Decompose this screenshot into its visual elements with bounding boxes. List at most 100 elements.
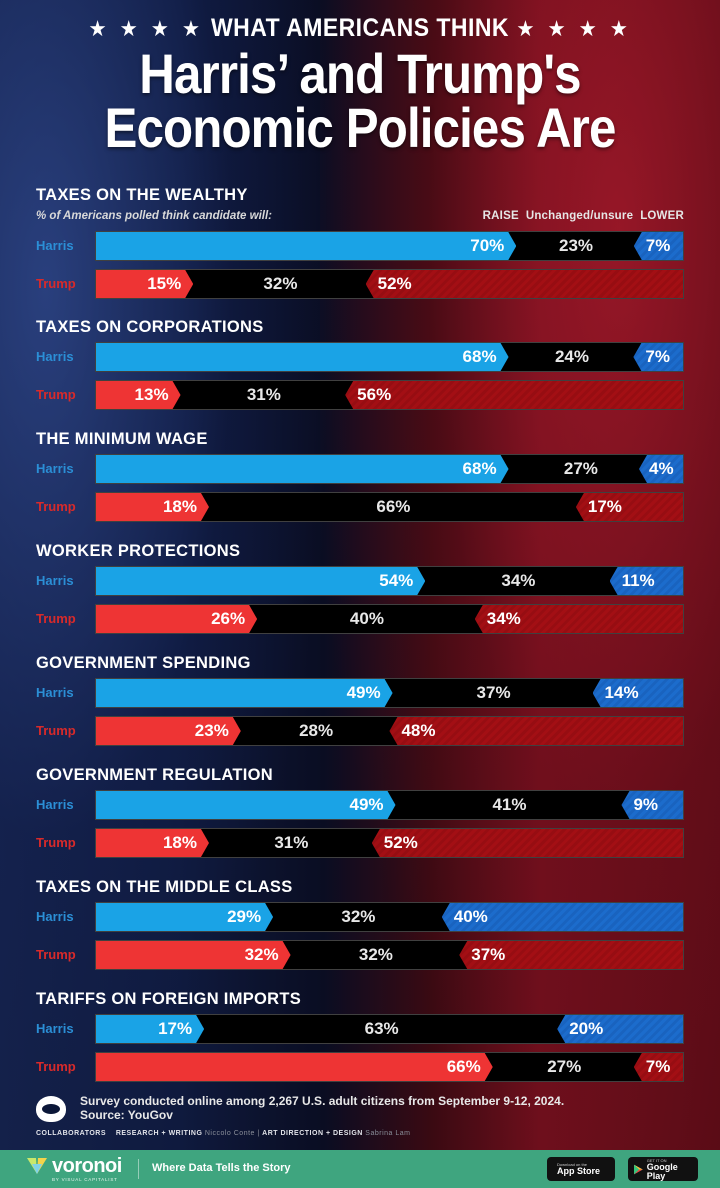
legend-lower: LOWER [640,210,684,222]
harris-row: Harris 54% 34% 11% [0,566,720,596]
unchanged-segment: 31% [246,385,281,404]
survey-note: Survey conducted online among 2,267 U.S.… [80,1094,564,1122]
harris-stacked-bar: 54% 34% 11% [95,566,684,596]
unchanged-segment: 32% [341,907,376,926]
unchanged-segment: 23% [559,236,594,255]
trump-label: Trump [36,499,76,514]
unchanged-segment: 34% [501,571,536,590]
voronoi-logo-icon [27,1158,47,1174]
harris-stacked-bar: 68% 24% 7% [95,342,684,372]
trump-stacked-bar: 66% 27% 7% [95,1052,684,1082]
unchanged-segment: 27% [547,1057,582,1076]
kicker: ★ ★ ★ ★ WHAT AMERICANS THINK ★ ★ ★ ★ [29,14,691,43]
section-title: GOVERNMENT REGULATION [36,766,273,784]
lower-segment: 7% [633,1053,683,1081]
raise-segment: 49% [96,679,393,707]
trump-label: Trump [36,276,76,291]
trump-label: Trump [36,723,76,738]
google-play-icon [634,1164,643,1174]
unchanged-segment: 63% [364,1019,399,1038]
unchanged-segment: 28% [299,721,334,740]
unchanged-segment: 41% [492,795,527,814]
harris-label: Harris [36,349,74,364]
title-line-1: Harris’ and Trump's [139,42,581,105]
harris-stacked-bar: 29% 32% 40% [95,902,684,932]
harris-label: Harris [36,685,74,700]
legend: RAISE Unchanged/unsure LOWER [476,210,684,222]
section-title: THE MINIMUM WAGE [36,430,208,448]
section-title: TAXES ON THE MIDDLE CLASS [36,878,293,896]
lower-segment: 7% [633,343,683,371]
trump-label: Trump [36,835,76,850]
section-title: GOVERNMENT SPENDING [36,654,251,672]
unchanged-segment: 31% [274,833,309,852]
lower-segment: 34% [474,605,683,633]
unchanged-segment: 37% [476,683,511,702]
brand-tagline: Where Data Tells the Story [152,1162,291,1174]
lower-segment: 14% [592,679,683,707]
trump-row: Trump 15% 32% 52% [0,269,720,299]
raise-segment: 18% [96,493,209,521]
legend-raise: RAISE [482,210,519,222]
trump-row: Trump 26% 40% 34% [0,604,720,634]
trump-label: Trump [36,1059,76,1074]
app-store-button[interactable]: Download on the App Store [547,1157,615,1181]
trump-stacked-bar: 18% 66% 17% [95,492,684,522]
harris-stacked-bar: 68% 27% 4% [95,454,684,484]
trump-stacked-bar: 23% 28% 48% [95,716,684,746]
harris-stacked-bar: 17% 63% 20% [95,1014,684,1044]
lower-segment: 56% [345,381,683,409]
separator: | [257,1130,260,1137]
harris-stacked-bar: 70% 23% 7% [95,231,684,261]
section-title: WORKER PROTECTIONS [36,542,241,560]
art-name: Sabrina Lam [365,1130,411,1137]
trump-row: Trump 32% 32% 37% [0,940,720,970]
brand-name: voronoi [52,1155,122,1177]
lower-segment: 48% [389,717,683,745]
harris-label: Harris [36,909,74,924]
raise-segment: 54% [96,567,425,595]
stars-left-icon: ★ ★ ★ ★ [88,15,204,41]
title-line-2: Economic Policies Are [104,96,616,159]
trump-stacked-bar: 13% 31% 56% [95,380,684,410]
raise-segment: 23% [96,717,241,745]
trump-label: Trump [36,387,76,402]
harris-row: Harris 68% 24% 7% [0,342,720,372]
unchanged-segment: 27% [563,459,598,478]
brand-sub: BY VISUAL CAPITALIST [52,1177,118,1182]
lower-segment: 20% [557,1015,683,1043]
legend-unchanged: Unchanged/unsure [525,210,634,222]
research-name: Niccolo Conte [204,1130,255,1137]
harris-label: Harris [36,797,74,812]
raise-segment: 18% [96,829,209,857]
app-store-label: App Store [557,1166,601,1176]
harris-label: Harris [36,1021,74,1036]
raise-segment: 32% [96,941,291,969]
trump-stacked-bar: 32% 32% 37% [95,940,684,970]
harris-label: Harris [36,573,74,588]
stars-right-icon: ★ ★ ★ ★ [516,15,632,41]
harris-row: Harris 17% 63% 20% [0,1014,720,1044]
harris-row: Harris 68% 27% 4% [0,454,720,484]
harris-label: Harris [36,238,74,253]
google-play-label: Google Play [646,1161,678,1181]
raise-segment: 29% [96,903,273,931]
unchanged-segment: 32% [263,274,298,293]
survey-description: Survey conducted online among 2,267 U.S.… [80,1094,565,1108]
trump-label: Trump [36,611,76,626]
google-play-small: GET IT ON [646,1157,667,1163]
section-title: TAXES ON CORPORATIONS [36,318,264,336]
harris-row: Harris 29% 32% 40% [0,902,720,932]
harris-row: Harris 49% 37% 14% [0,678,720,708]
trump-stacked-bar: 26% 40% 34% [95,604,684,634]
raise-segment: 66% [96,1053,493,1081]
google-play-button[interactable]: GET IT ON Google Play [628,1157,698,1181]
lower-segment: 37% [459,941,683,969]
chart-subtitle: % of Americans polled think candidate wi… [36,210,273,222]
brand-divider [138,1159,139,1179]
section-title: TARIFFS ON FOREIGN IMPORTS [36,990,302,1008]
trump-label: Trump [36,947,76,962]
raise-segment: 17% [96,1015,204,1043]
unchanged-segment: 40% [349,609,384,628]
subtitle-row: % of Americans polled think candidate wi… [36,210,702,222]
